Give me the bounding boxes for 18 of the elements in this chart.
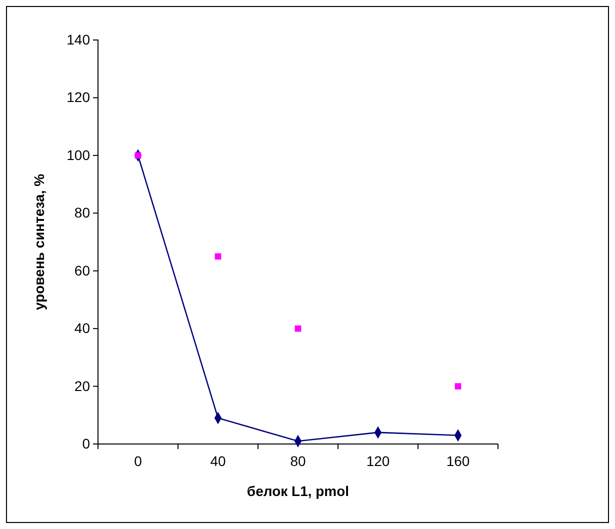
y-tick-label: 100	[66, 146, 90, 163]
point	[214, 253, 222, 260]
y-tick-label: 20	[74, 378, 90, 394]
x-tick-label: 160	[446, 452, 470, 469]
y-tick-label: 80	[74, 204, 90, 221]
x-tick-label: 120	[366, 452, 390, 469]
y-tick-label: 60	[74, 262, 90, 278]
point	[294, 325, 302, 332]
y-axis-title: уровень синтеза, %	[31, 173, 47, 310]
x-tick-label: 80	[290, 452, 306, 469]
y-tick-label: 140	[66, 31, 90, 48]
y-tick-label: 0	[82, 435, 90, 452]
point	[454, 383, 462, 390]
x-tick-label: 40	[210, 452, 226, 469]
y-tick-label: 40	[74, 320, 90, 336]
x-tick-label: 0	[134, 452, 142, 469]
y-tick-label: 120	[66, 89, 90, 106]
x-axis-title: белок L1, pmol	[246, 483, 350, 499]
